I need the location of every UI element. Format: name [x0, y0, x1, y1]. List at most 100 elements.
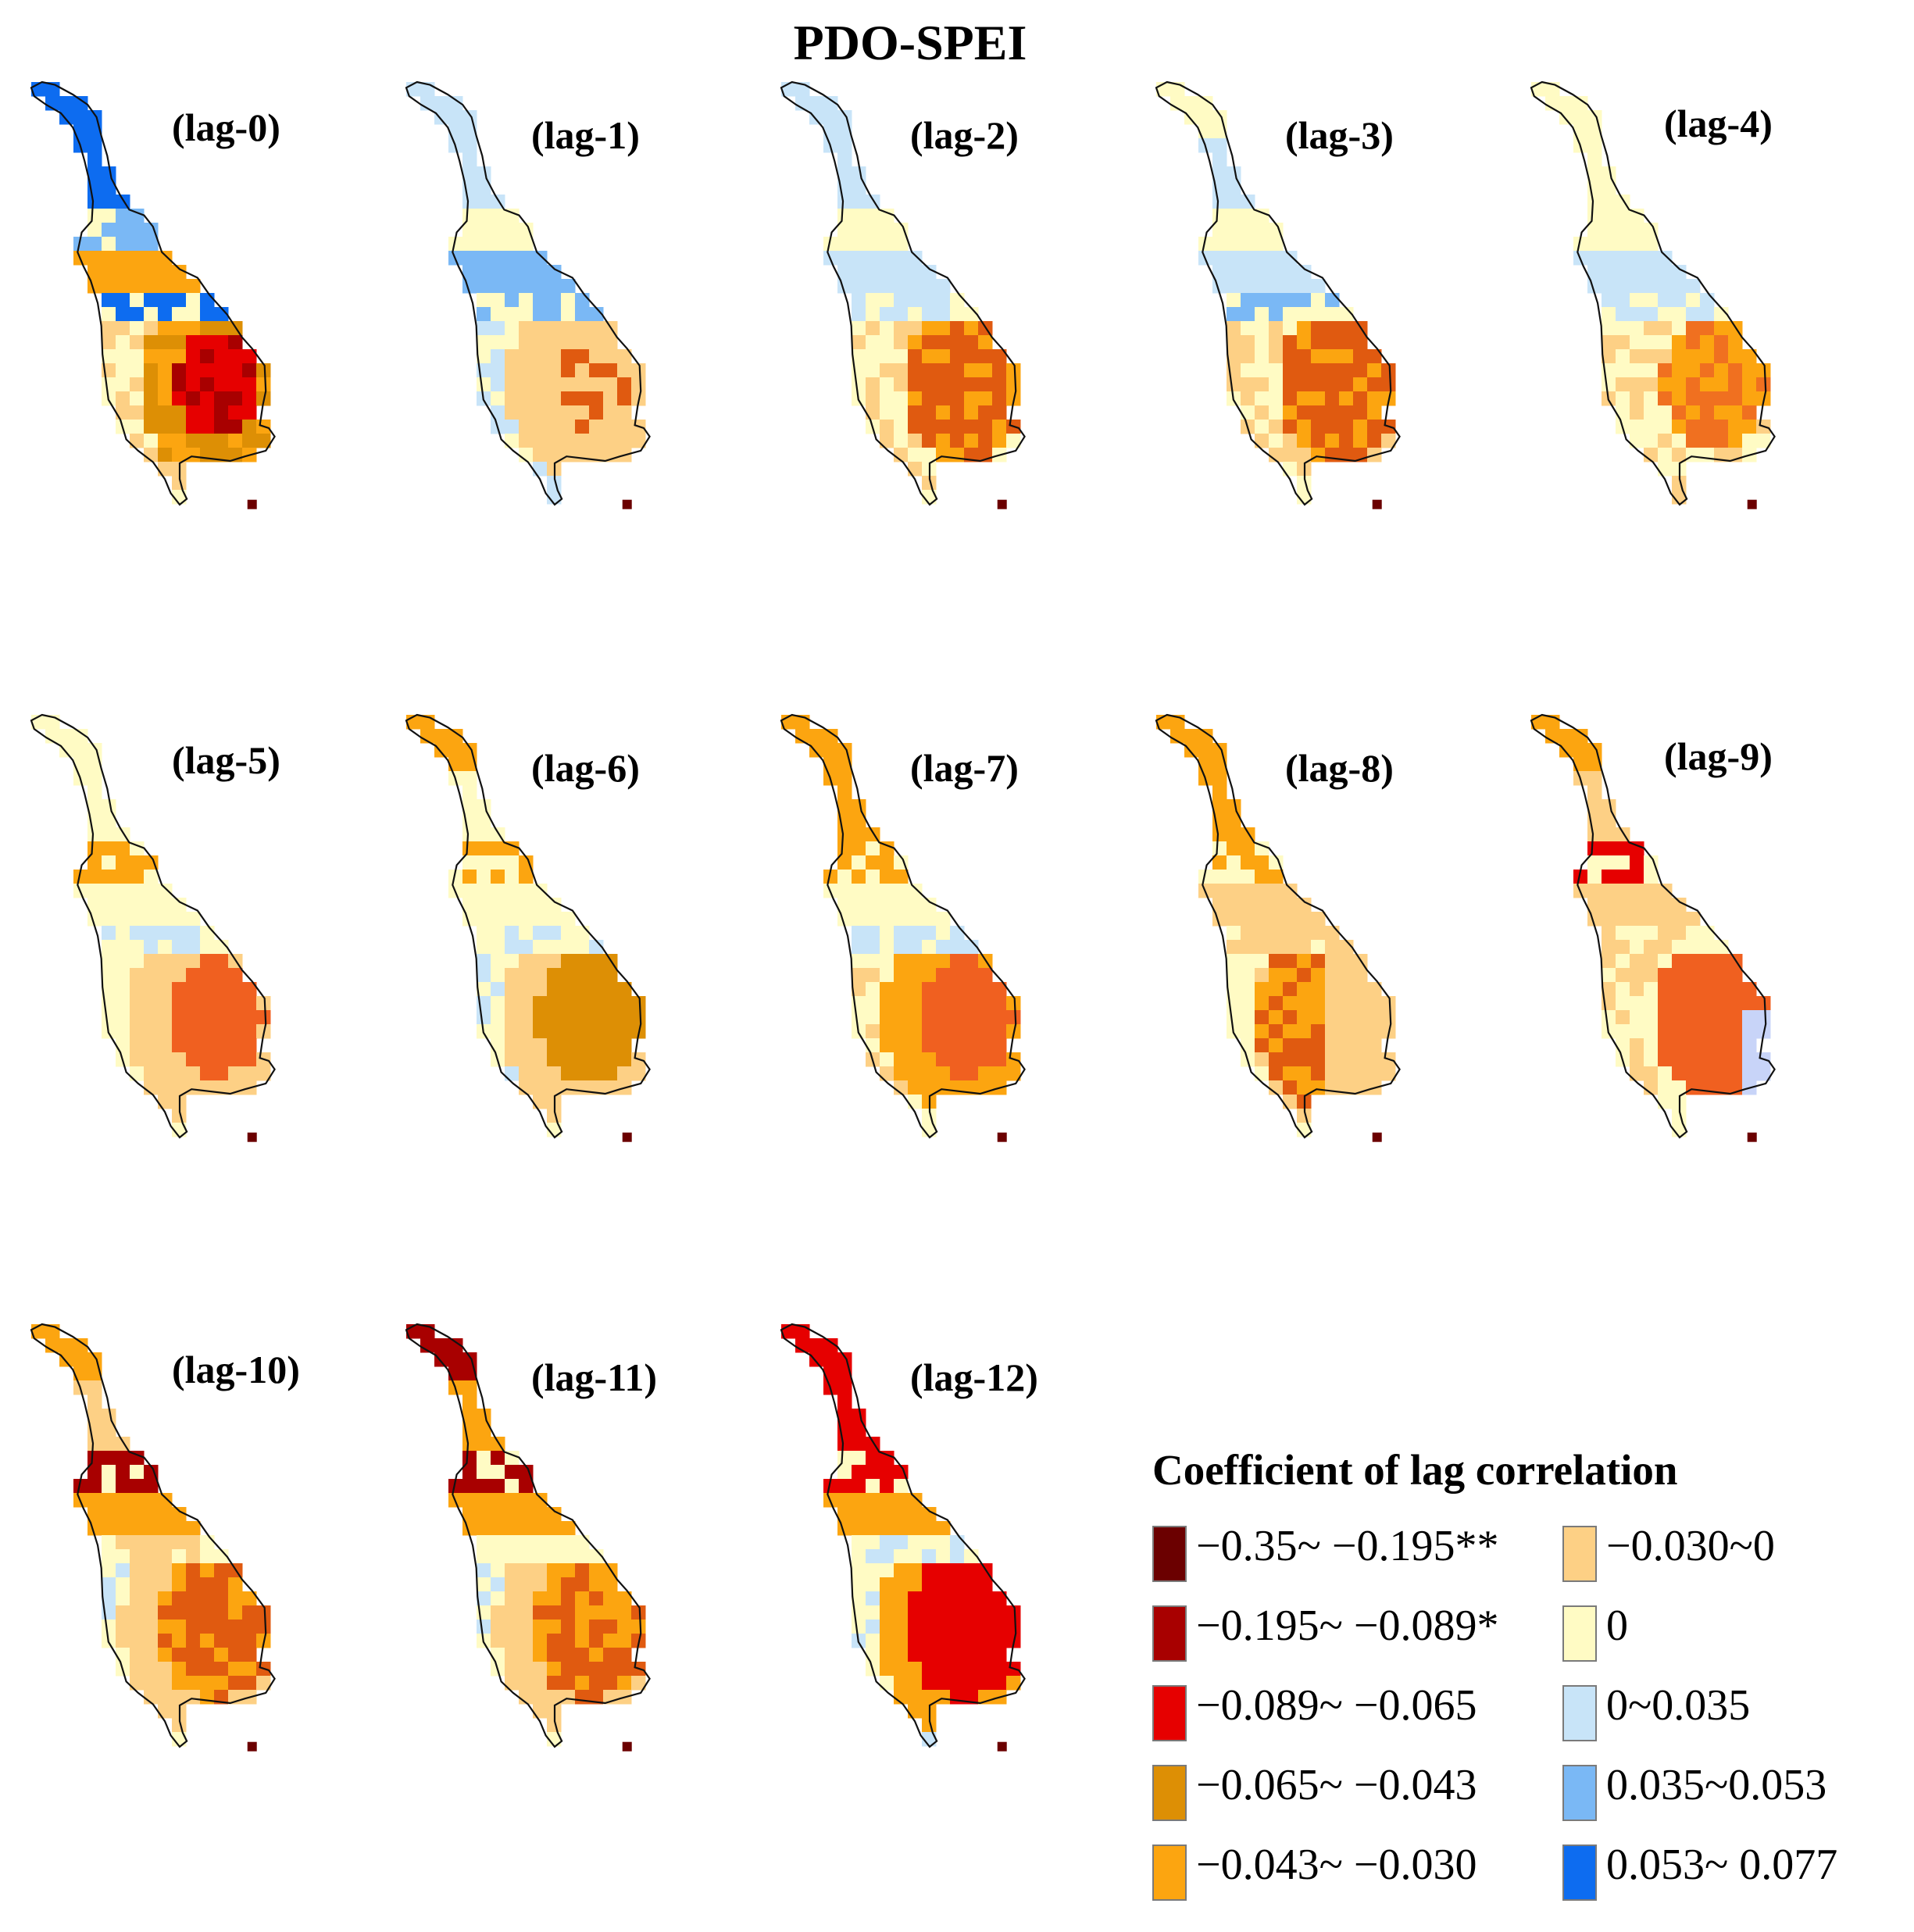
grid-cell	[214, 1620, 229, 1634]
grid-cell	[477, 1591, 491, 1606]
grid-cell	[1630, 1066, 1644, 1081]
grid-cell	[894, 1648, 909, 1662]
grid-cell	[1573, 743, 1588, 758]
grid-cell	[158, 1690, 173, 1705]
grid-cell	[172, 293, 187, 308]
grid-cell	[978, 1577, 993, 1592]
grid-cell	[172, 448, 187, 462]
grid-cell	[866, 1493, 880, 1508]
grid-cell	[214, 1563, 229, 1578]
grid-cell	[908, 1549, 923, 1564]
grid-cell	[1283, 293, 1298, 308]
grid-cell	[1297, 391, 1312, 406]
grid-cell	[256, 363, 271, 378]
grid-cell	[1367, 349, 1382, 364]
grid-cell	[547, 940, 562, 955]
grid-cell	[1311, 1066, 1326, 1081]
grid-cell	[1255, 870, 1269, 884]
grid-cell	[519, 405, 534, 420]
grid-cell	[1269, 335, 1284, 350]
legend-swatch	[1152, 1605, 1187, 1662]
grid-cell	[1255, 420, 1269, 434]
grid-cell	[1227, 855, 1241, 870]
grid-cell	[200, 1549, 215, 1564]
grid-cell	[603, 1662, 618, 1677]
grid-cell	[852, 1521, 866, 1536]
legend-label: −0.195~ −0.089*	[1196, 1602, 1499, 1650]
map-panel: (lag-0)	[30, 80, 280, 509]
grid-cell	[519, 1507, 534, 1522]
grid-cell	[894, 363, 909, 378]
grid-cell	[617, 391, 632, 406]
grid-cell	[852, 1479, 866, 1494]
grid-cell	[1269, 321, 1284, 336]
panel-label: (lag-0)	[172, 105, 280, 149]
grid-cell	[1325, 363, 1340, 378]
grid-cell	[448, 1366, 463, 1381]
map-panel: (lag-1)	[405, 80, 651, 509]
grid-cell	[575, 968, 590, 983]
grid-cell	[73, 757, 88, 772]
grid-cell	[1616, 377, 1630, 392]
grid-cell	[1672, 363, 1687, 378]
grid-cell	[1672, 926, 1687, 941]
grid-cell	[589, 377, 604, 392]
grid-cell	[228, 1662, 243, 1677]
grid-cell	[158, 1605, 173, 1620]
grid-cell	[519, 968, 534, 983]
grid-cell	[1255, 279, 1269, 294]
grid-cell	[477, 180, 491, 195]
grid-cell	[603, 349, 618, 364]
grid-cell	[866, 996, 880, 1011]
outlet-marker	[1372, 499, 1382, 509]
grid-cell	[603, 420, 618, 434]
grid-cell	[561, 968, 576, 983]
grid-cell	[1714, 1080, 1729, 1095]
grid-cell	[172, 1024, 187, 1039]
grid-cell	[1283, 462, 1298, 477]
grid-cell	[491, 1591, 505, 1606]
grid-cell	[477, 1451, 491, 1466]
grid-cell	[1630, 982, 1644, 997]
grid-cell	[547, 912, 562, 927]
grid-cell	[1714, 335, 1729, 350]
grid-cell	[561, 321, 576, 336]
grid-cell	[1255, 996, 1269, 1011]
grid-cell	[172, 1591, 187, 1606]
grid-cell	[519, 1605, 534, 1620]
grid-cell	[87, 1395, 102, 1409]
grid-cell	[852, 1465, 866, 1480]
grid-cell	[866, 307, 880, 322]
grid-cell	[144, 1662, 159, 1677]
grid-cell	[158, 1634, 173, 1648]
grid-cell	[256, 1010, 271, 1025]
grid-cell	[908, 1038, 923, 1053]
grid-cell	[547, 1535, 562, 1550]
grid-cell	[1672, 335, 1687, 350]
grid-cell	[852, 855, 866, 870]
grid-cell	[1742, 405, 1757, 420]
grid-cell	[1006, 1605, 1021, 1620]
grid-cell	[200, 1648, 215, 1662]
grid-cell	[589, 363, 604, 378]
grid-cell	[1006, 363, 1021, 378]
grid-cell	[964, 405, 979, 420]
grid-cell	[1269, 954, 1284, 969]
grid-cell	[1269, 968, 1284, 983]
grid-cell	[519, 293, 534, 308]
grid-cell	[950, 996, 965, 1011]
grid-cell	[936, 307, 951, 322]
grid-cell	[242, 982, 257, 997]
grid-cell	[1283, 968, 1298, 983]
grid-cell	[1283, 307, 1298, 322]
grid-cell	[130, 954, 145, 969]
legend-label: −0.089~ −0.065	[1196, 1681, 1477, 1730]
grid-cell	[1311, 1052, 1326, 1067]
grid-cell	[1587, 237, 1602, 252]
grid-cell	[242, 1605, 257, 1620]
grid-cell	[1255, 307, 1269, 322]
grid-cell	[158, 912, 173, 927]
grid-cell	[214, 1080, 229, 1095]
grid-cell	[102, 279, 116, 294]
grid-cell	[158, 1676, 173, 1691]
